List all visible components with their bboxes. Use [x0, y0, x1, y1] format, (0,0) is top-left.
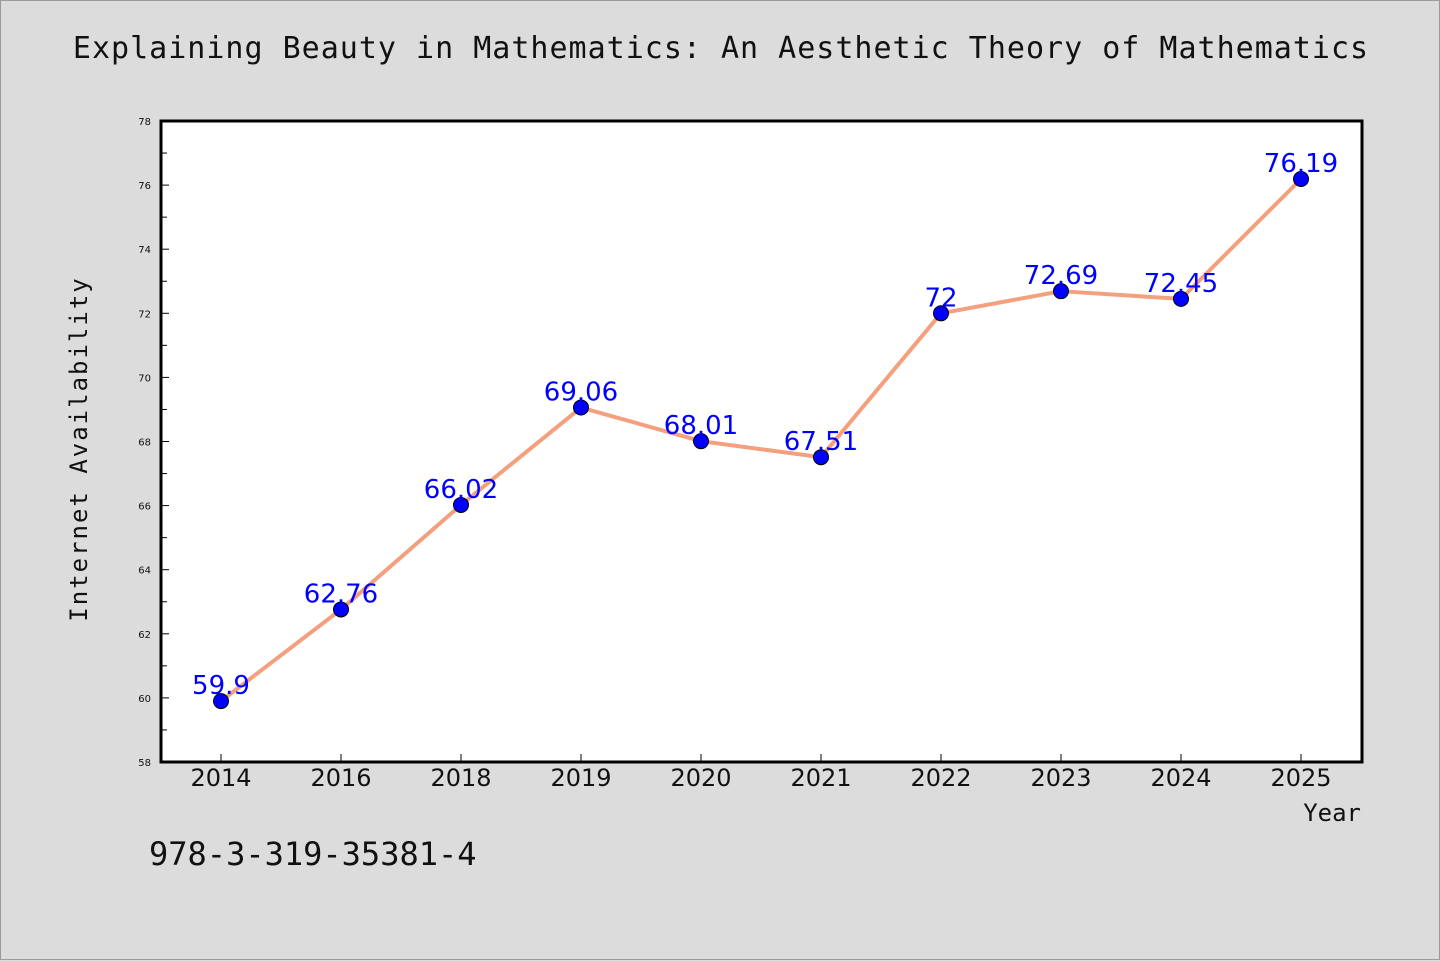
y-tick-label: 62	[138, 630, 151, 641]
x-tick-label: 2023	[1030, 764, 1091, 792]
data-label: 72	[924, 283, 957, 313]
isbn-text: 978-3-319-35381-4	[149, 835, 477, 873]
data-point	[1173, 290, 1189, 307]
x-tick-label: 2022	[910, 764, 971, 792]
data-point	[453, 496, 469, 513]
y-tick-label: 70	[138, 373, 151, 384]
x-tick-label: 2018	[430, 764, 491, 792]
data-label: 66.02	[424, 475, 498, 505]
x-axis-label: Year	[1303, 799, 1361, 827]
y-tick-label: 74	[138, 245, 151, 256]
data-label: 67.51	[784, 427, 858, 457]
y-tick-label: 58	[138, 758, 151, 769]
series-line	[219, 177, 1303, 703]
data-label: 62.76	[304, 579, 378, 609]
y-axis-label: Internet Availability	[65, 276, 93, 621]
y-tick-label: 76	[138, 181, 151, 192]
y-tick-label: 68	[138, 438, 151, 449]
y-tick-label: 78	[138, 117, 151, 128]
y-axis: 58 60 62 64 66 68 70 72 74 76 78	[138, 117, 169, 769]
y-tick-label: 60	[138, 694, 151, 705]
x-tick-label: 2014	[190, 764, 251, 792]
data-point	[213, 693, 229, 710]
data-point	[813, 449, 829, 466]
data-point	[1053, 283, 1069, 300]
x-tick-label: 2019	[550, 764, 611, 792]
plot-area	[159, 119, 1364, 764]
x-tick-label: 2025	[1270, 764, 1331, 792]
y-tick-label: 64	[138, 566, 151, 577]
data-label: 68.01	[664, 411, 738, 441]
x-axis: 2014 2016 2018 2019 2020 2021 2022 2023 2024 2025	[190, 754, 1332, 792]
chart-title: Explaining Beauty in Mathematics: An Aes…	[72, 31, 1370, 66]
data-point	[933, 305, 949, 322]
data-label: 72.69	[1024, 261, 1098, 291]
data-label: 59.9	[192, 671, 250, 701]
data-point	[333, 601, 349, 618]
data-series: 59.9 62.76 66.02 69.06 68.01 67.51 72 72.69 72.4…	[192, 149, 1338, 710]
y-tick-label: 66	[138, 502, 151, 513]
data-label: 69.06	[544, 378, 618, 408]
data-label: 72.45	[1144, 269, 1218, 299]
data-point	[1293, 171, 1309, 188]
x-tick-label: 2016	[310, 764, 371, 792]
x-tick-label: 2020	[670, 764, 731, 792]
data-point	[693, 433, 709, 450]
x-tick-label: 2024	[1150, 764, 1211, 792]
y-tick-label: 72	[138, 309, 151, 320]
data-label: 76.19	[1264, 149, 1338, 179]
data-point	[573, 399, 589, 416]
x-tick-label: 2021	[790, 764, 851, 792]
